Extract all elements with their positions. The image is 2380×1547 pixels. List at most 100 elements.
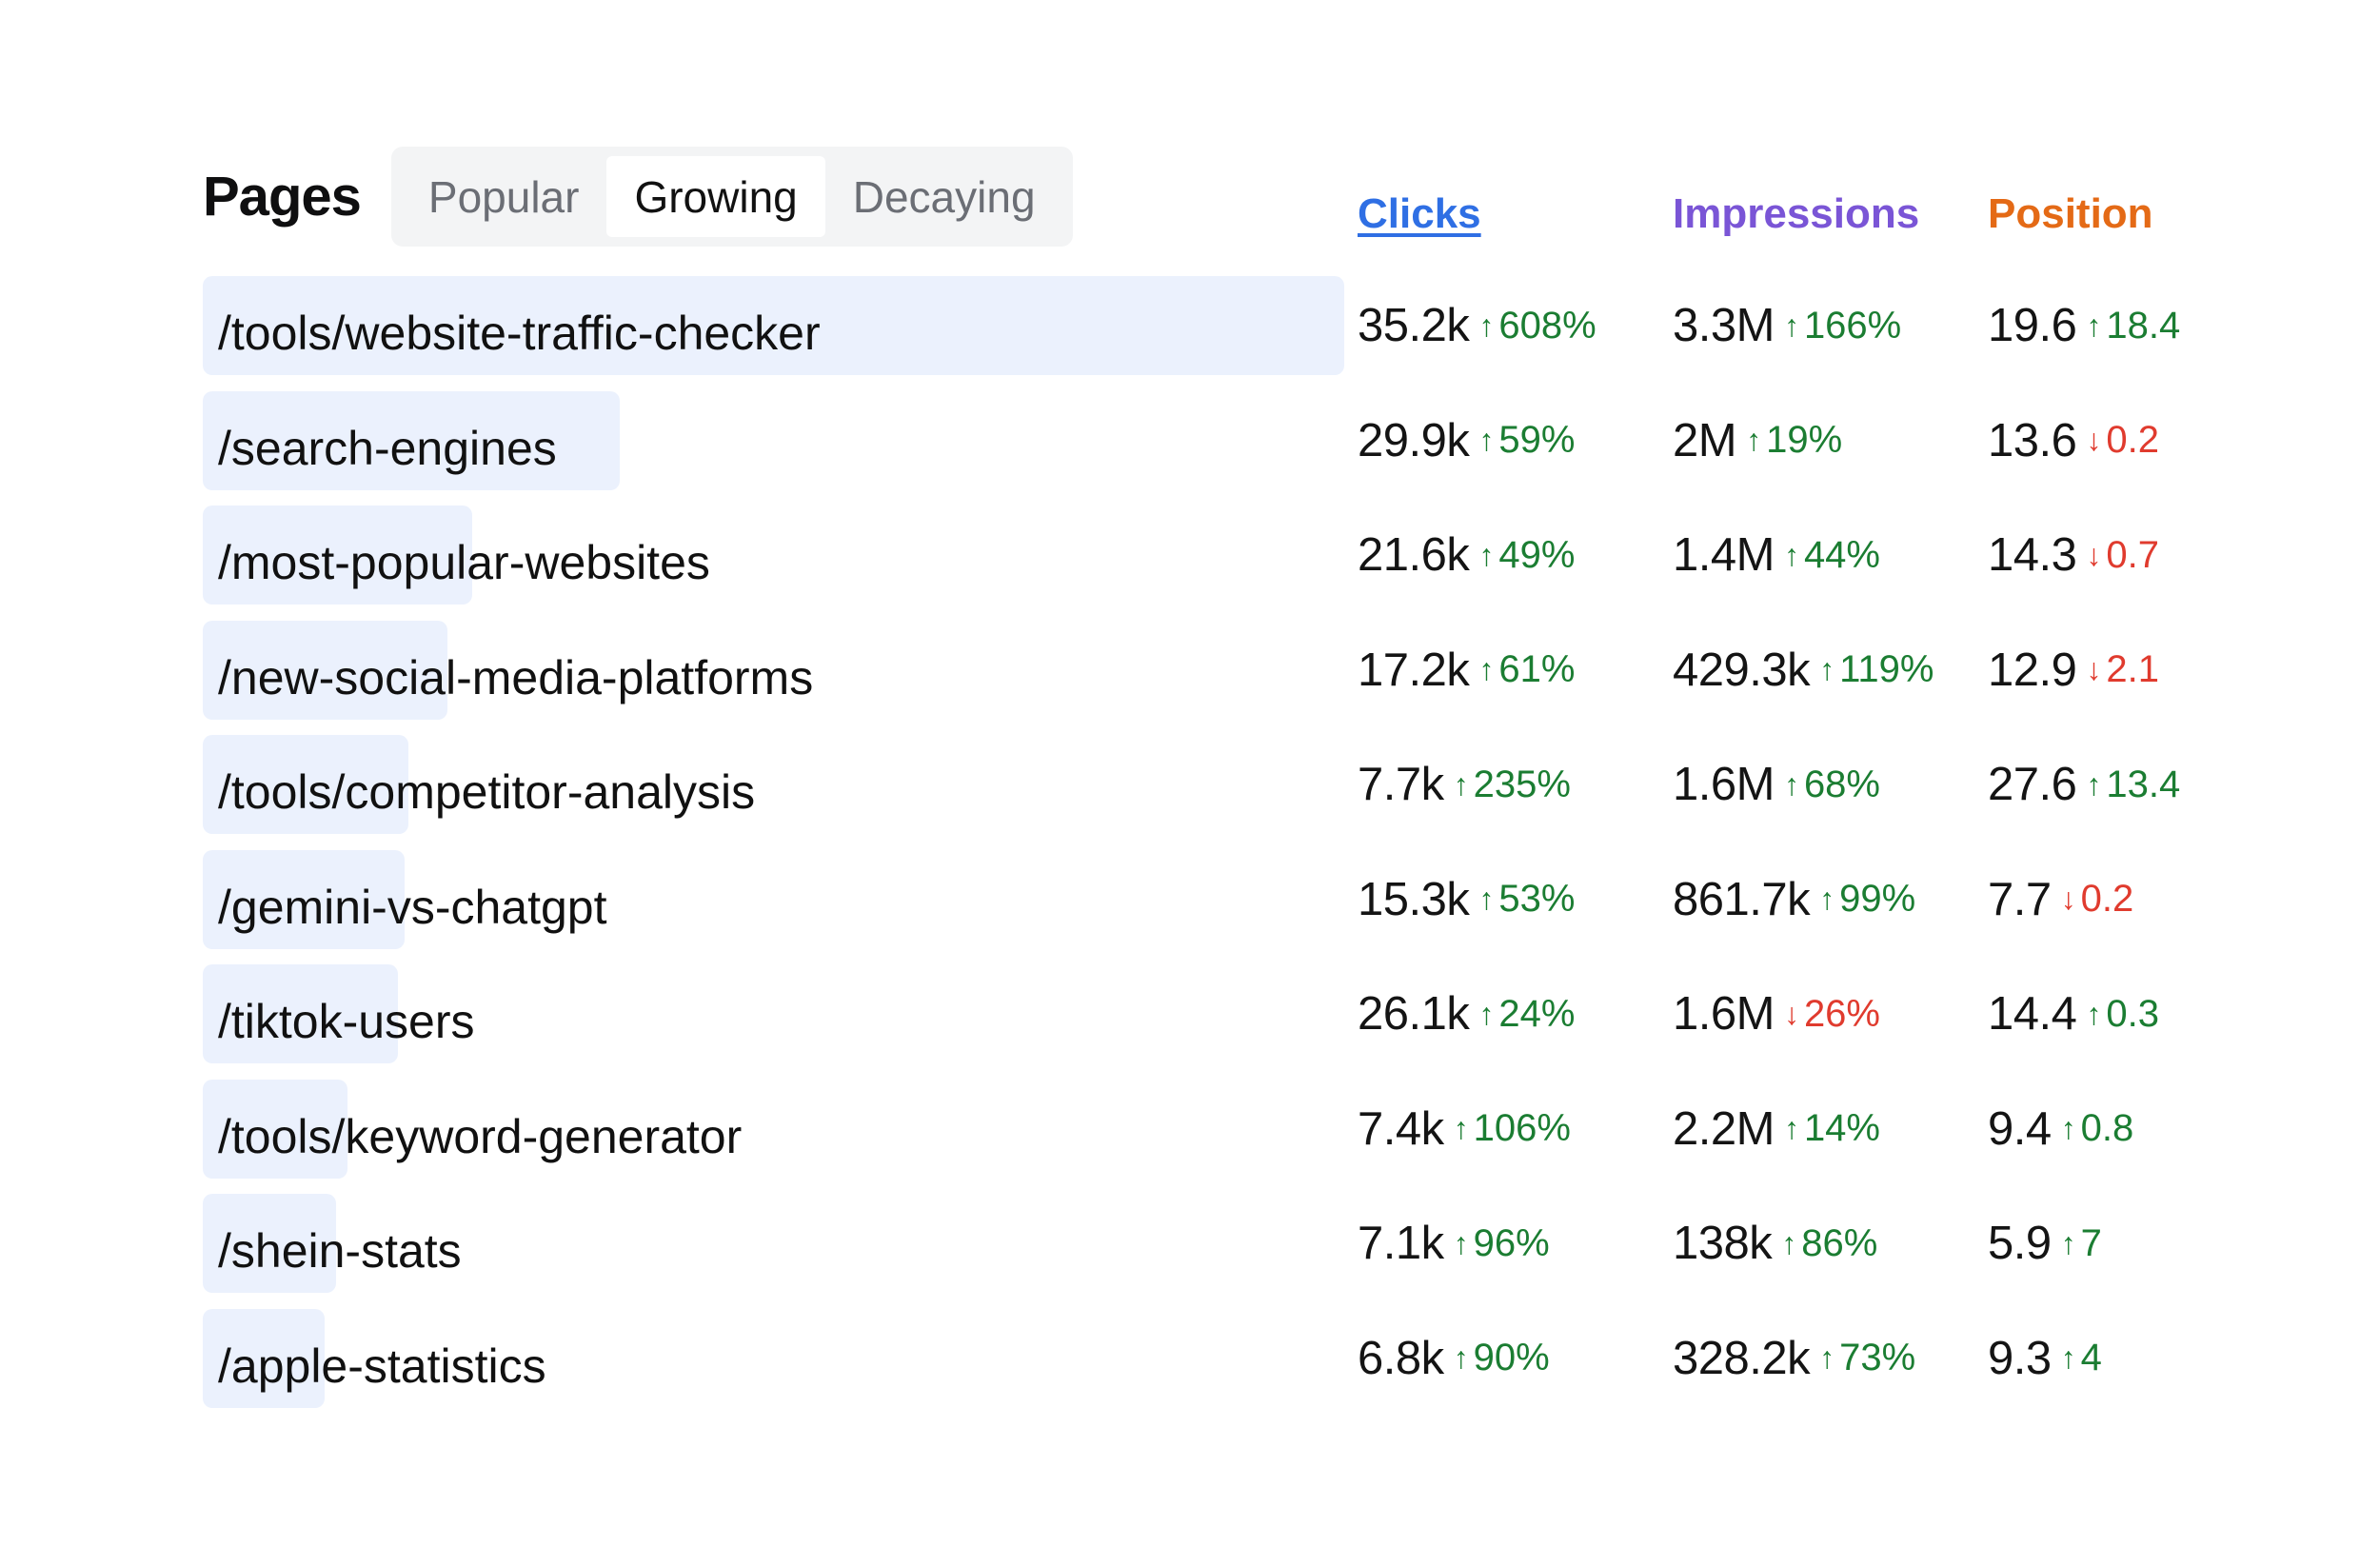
clicks-cell: 6.8k ↑ 90%: [1358, 1309, 1550, 1408]
clicks-cell: 17.2k ↑ 61%: [1358, 621, 1575, 720]
traffic-share-bar: [203, 620, 447, 720]
tab-decaying[interactable]: Decaying: [852, 171, 1036, 222]
impressions-change: ↑ 14%: [1784, 1107, 1880, 1150]
traffic-share-bar: [203, 276, 1344, 375]
table-row[interactable]: /new-social-media-platforms 17.2k ↑ 61% 429.…: [203, 620, 2259, 736]
clicks-value: 26.1k: [1358, 988, 1470, 1040]
table-row[interactable]: /gemini-vs-chatgpt 15.3k ↑ 53% 861.7k ↑ 99% 7.7…: [203, 849, 2259, 965]
arrow-up-icon: ↑: [1478, 652, 1495, 686]
impressions-change: ↓ 26%: [1784, 993, 1880, 1036]
traffic-share-bar: [203, 964, 398, 1063]
clicks-change-value: 608%: [1498, 304, 1597, 347]
clicks-change-value: 90%: [1473, 1337, 1550, 1378]
table-row[interactable]: /shein-stats 7.1k ↑ 96% 138k ↑ 86% 5.9 ↑ 7: [203, 1194, 2259, 1309]
impressions-change-value: 26%: [1803, 992, 1880, 1035]
arrow-up-icon: ↑: [1783, 537, 1799, 572]
arrow-up-icon: ↑: [2060, 1225, 2076, 1260]
clicks-change: ↑ 96%: [1454, 1222, 1550, 1265]
page-path-link[interactable]: /tools/competitor-analysis: [218, 765, 756, 820]
arrow-up-icon: ↑: [2086, 996, 2102, 1031]
clicks-change: ↑ 106%: [1454, 1107, 1571, 1150]
clicks-change: ↑ 608%: [1478, 305, 1596, 347]
clicks-change-value: 53%: [1498, 878, 1576, 920]
column-header-position[interactable]: Position: [1988, 190, 2153, 237]
arrow-up-icon: ↑: [1453, 766, 1469, 802]
position-value: 5.9: [1988, 1218, 2052, 1269]
impressions-change-value: 99%: [1839, 878, 1916, 920]
position-value: 19.6: [1988, 300, 2077, 351]
position-change-value: 0.8: [2080, 1107, 2134, 1149]
impressions-change-value: 86%: [1801, 1221, 1878, 1264]
position-change: ↑ 0.3: [2086, 993, 2159, 1036]
arrow-up-icon: ↑: [1746, 423, 1762, 457]
impressions-change-value: 68%: [1803, 763, 1880, 805]
position-value: 12.9: [1988, 644, 2077, 696]
column-header-clicks[interactable]: Clicks: [1358, 190, 1481, 237]
page-path-link[interactable]: /tools/website-traffic-checker: [218, 307, 821, 361]
arrow-up-icon: ↑: [1819, 882, 1835, 916]
position-change-value: 0.3: [2106, 992, 2159, 1035]
traffic-share-bar: [203, 1079, 347, 1179]
traffic-share-bar: [203, 390, 620, 490]
page-path-link[interactable]: /tools/keyword-generator: [218, 1109, 743, 1163]
arrow-up-icon: ↑: [1819, 652, 1835, 686]
clicks-change-value: 24%: [1498, 992, 1576, 1035]
impressions-change: ↑ 19%: [1746, 419, 1842, 462]
table-row[interactable]: /most-popular-websites 21.6k ↑ 49% 1.4M ↑ 44% 1…: [203, 506, 2259, 621]
page-title: Pages: [203, 166, 362, 228]
impressions-change-value: 119%: [1839, 648, 1934, 690]
table-row[interactable]: /tools/website-traffic-checker 35.2k ↑ 608%…: [203, 276, 2259, 391]
pages-header: Pages Popular Growing Decaying: [203, 147, 1073, 247]
arrow-down-icon: ↓: [2086, 652, 2102, 686]
arrow-up-icon: ↑: [1478, 996, 1495, 1031]
position-value: 14.3: [1988, 529, 2077, 581]
position-change-value: 2.1: [2106, 648, 2159, 690]
arrow-up-icon: ↑: [1478, 307, 1495, 343]
impressions-change-value: 14%: [1803, 1107, 1880, 1149]
tab-growing[interactable]: Growing: [606, 156, 825, 237]
page-path-link[interactable]: /new-social-media-platforms: [218, 650, 814, 704]
position-change-value: 18.4: [2106, 304, 2181, 347]
page-path-link[interactable]: /gemini-vs-chatgpt: [218, 880, 607, 934]
impressions-cell: 861.7k ↑ 99%: [1673, 850, 1915, 949]
arrow-down-icon: ↓: [1783, 996, 1799, 1031]
table-row[interactable]: /tools/keyword-generator 7.4k ↑ 106% 2.2M ↑ 14…: [203, 1079, 2259, 1195]
page-path-link[interactable]: /apple-statistics: [218, 1339, 546, 1393]
arrow-up-icon: ↑: [1478, 537, 1495, 572]
page-path-link[interactable]: /shein-stats: [218, 1224, 462, 1279]
table-row[interactable]: /search-engines 29.9k ↑ 59% 2M ↑ 19% 13.6 ↓ 0.2: [203, 390, 2259, 506]
column-header-impressions[interactable]: Impressions: [1673, 190, 1920, 237]
impressions-cell: 138k ↑ 86%: [1673, 1194, 1877, 1293]
page-path-link[interactable]: /tiktok-users: [218, 995, 475, 1049]
impressions-change-value: 44%: [1803, 533, 1880, 576]
position-change-value: 0.7: [2106, 533, 2159, 576]
position-change-value: 0.2: [2080, 878, 2134, 920]
page-path-link[interactable]: /search-engines: [218, 421, 557, 475]
position-change-value: 13.4: [2106, 763, 2181, 805]
clicks-change-value: 106%: [1473, 1107, 1571, 1149]
traffic-share-bar: [203, 849, 405, 949]
arrow-up-icon: ↑: [2086, 307, 2102, 343]
tab-popular[interactable]: Popular: [427, 171, 580, 222]
position-cell: 19.6 ↑ 18.4: [1988, 276, 2180, 375]
impressions-cell: 3.3M ↑ 166%: [1673, 276, 1901, 375]
clicks-change: ↑ 59%: [1478, 419, 1575, 462]
clicks-cell: 7.4k ↑ 106%: [1358, 1080, 1571, 1179]
table-row[interactable]: /tools/competitor-analysis 7.7k ↑ 235% 1.6M ↑…: [203, 735, 2259, 850]
impressions-change-value: 19%: [1766, 419, 1843, 461]
impressions-value: 3.3M: [1673, 300, 1775, 351]
arrow-up-icon: ↑: [1783, 307, 1799, 343]
table-row[interactable]: /apple-statistics 6.8k ↑ 90% 328.2k ↑ 73% 9.3 ↑ 4: [203, 1308, 2259, 1424]
page-path-link[interactable]: /most-popular-websites: [218, 536, 710, 590]
position-cell: 27.6 ↑ 13.4: [1988, 735, 2180, 834]
impressions-value: 2M: [1673, 414, 1737, 466]
table-row[interactable]: /tiktok-users 26.1k ↑ 24% 1.6M ↓ 26% 14.4 ↑ 0.3: [203, 964, 2259, 1080]
pages-table: /tools/website-traffic-checker 35.2k ↑ 608%…: [203, 276, 2259, 1423]
arrow-up-icon: ↑: [1781, 1225, 1797, 1260]
arrow-up-icon: ↑: [1453, 1225, 1469, 1260]
position-change: ↑ 7: [2061, 1222, 2102, 1265]
clicks-change: ↑ 90%: [1454, 1337, 1550, 1379]
position-change: ↑ 13.4: [2086, 764, 2180, 806]
impressions-cell: 328.2k ↑ 73%: [1673, 1309, 1915, 1408]
impressions-change: ↑ 86%: [1781, 1222, 1877, 1265]
